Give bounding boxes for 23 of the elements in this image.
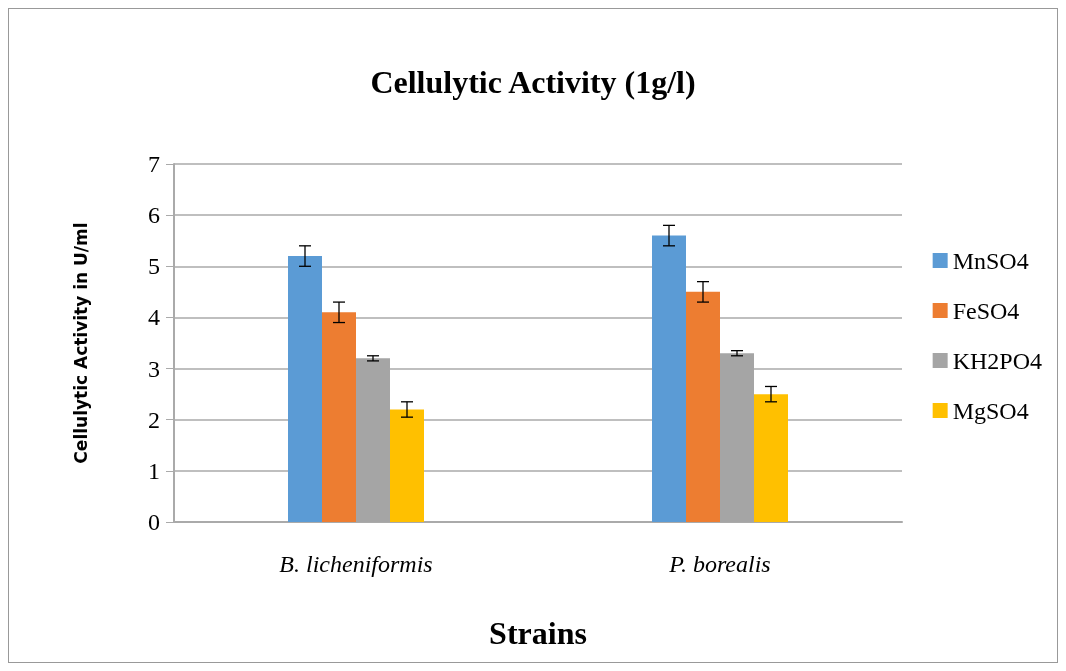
bar [288, 256, 322, 522]
y-tick-label: 4 [148, 304, 160, 331]
bar [390, 409, 424, 522]
y-tick-label: 7 [148, 151, 160, 177]
y-tick-label: 5 [148, 253, 160, 280]
legend-label: FeSO4 [952, 297, 1020, 324]
y-tick-label: 1 [148, 457, 160, 484]
x-tick-label: P. borealis [668, 551, 771, 577]
bar [652, 235, 686, 522]
legend-label: KH2PO4 [952, 347, 1042, 374]
y-axis-title: Cellulytic Activity in U/ml [70, 222, 91, 464]
bar [754, 394, 788, 522]
bar [686, 291, 720, 522]
y-tick-label: 0 [148, 509, 160, 535]
y-tick-label: 2 [148, 406, 160, 433]
legend-label: MnSO4 [952, 247, 1029, 274]
bar [322, 312, 356, 522]
chart-title: Cellulytic Activity (1g/l) [370, 64, 696, 100]
x-axis-title: Strains [489, 615, 587, 651]
x-tick-label: B. licheniformis [279, 551, 433, 577]
y-tick-label: 6 [148, 202, 160, 229]
legend-label: MgSO4 [952, 397, 1029, 424]
y-tick-label: 3 [148, 355, 160, 382]
